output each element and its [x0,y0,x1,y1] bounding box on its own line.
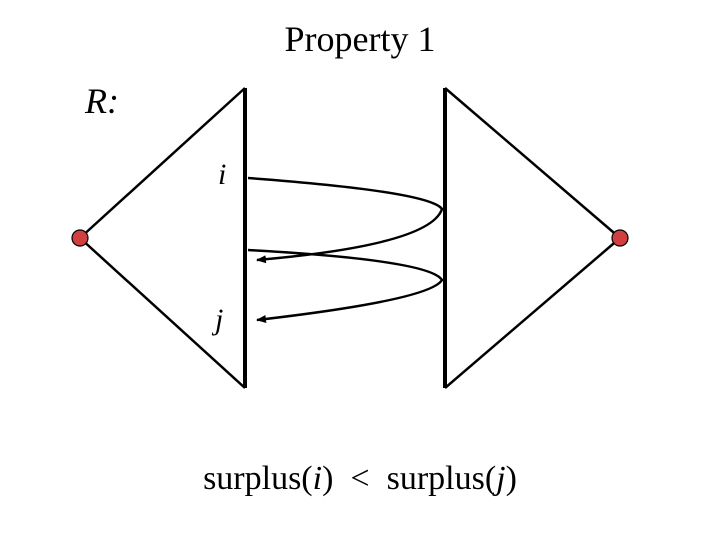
left-triangle-top-edge [80,88,245,238]
right-triangle-bottom-edge [445,238,620,388]
diagram-canvas: Property 1 R: i j surplus(i) < surplus(j… [0,0,720,540]
right-triangle-top-edge [445,88,620,238]
surplus-inequality: surplus(i) < surplus(j) [0,460,720,498]
left-triangle-bottom-edge [80,238,245,388]
arrow-i [248,178,442,260]
surplus-arg-j: j [496,460,505,497]
surplus-word-2: surplus [387,460,485,497]
right-apex-dot [612,230,628,246]
less-than-op: < [350,460,369,497]
arrow-j [248,250,442,320]
diagram-svg [0,0,720,540]
left-apex-dot [72,230,88,246]
surplus-word-1: surplus [203,460,301,497]
surplus-arg-i: i [313,460,322,497]
